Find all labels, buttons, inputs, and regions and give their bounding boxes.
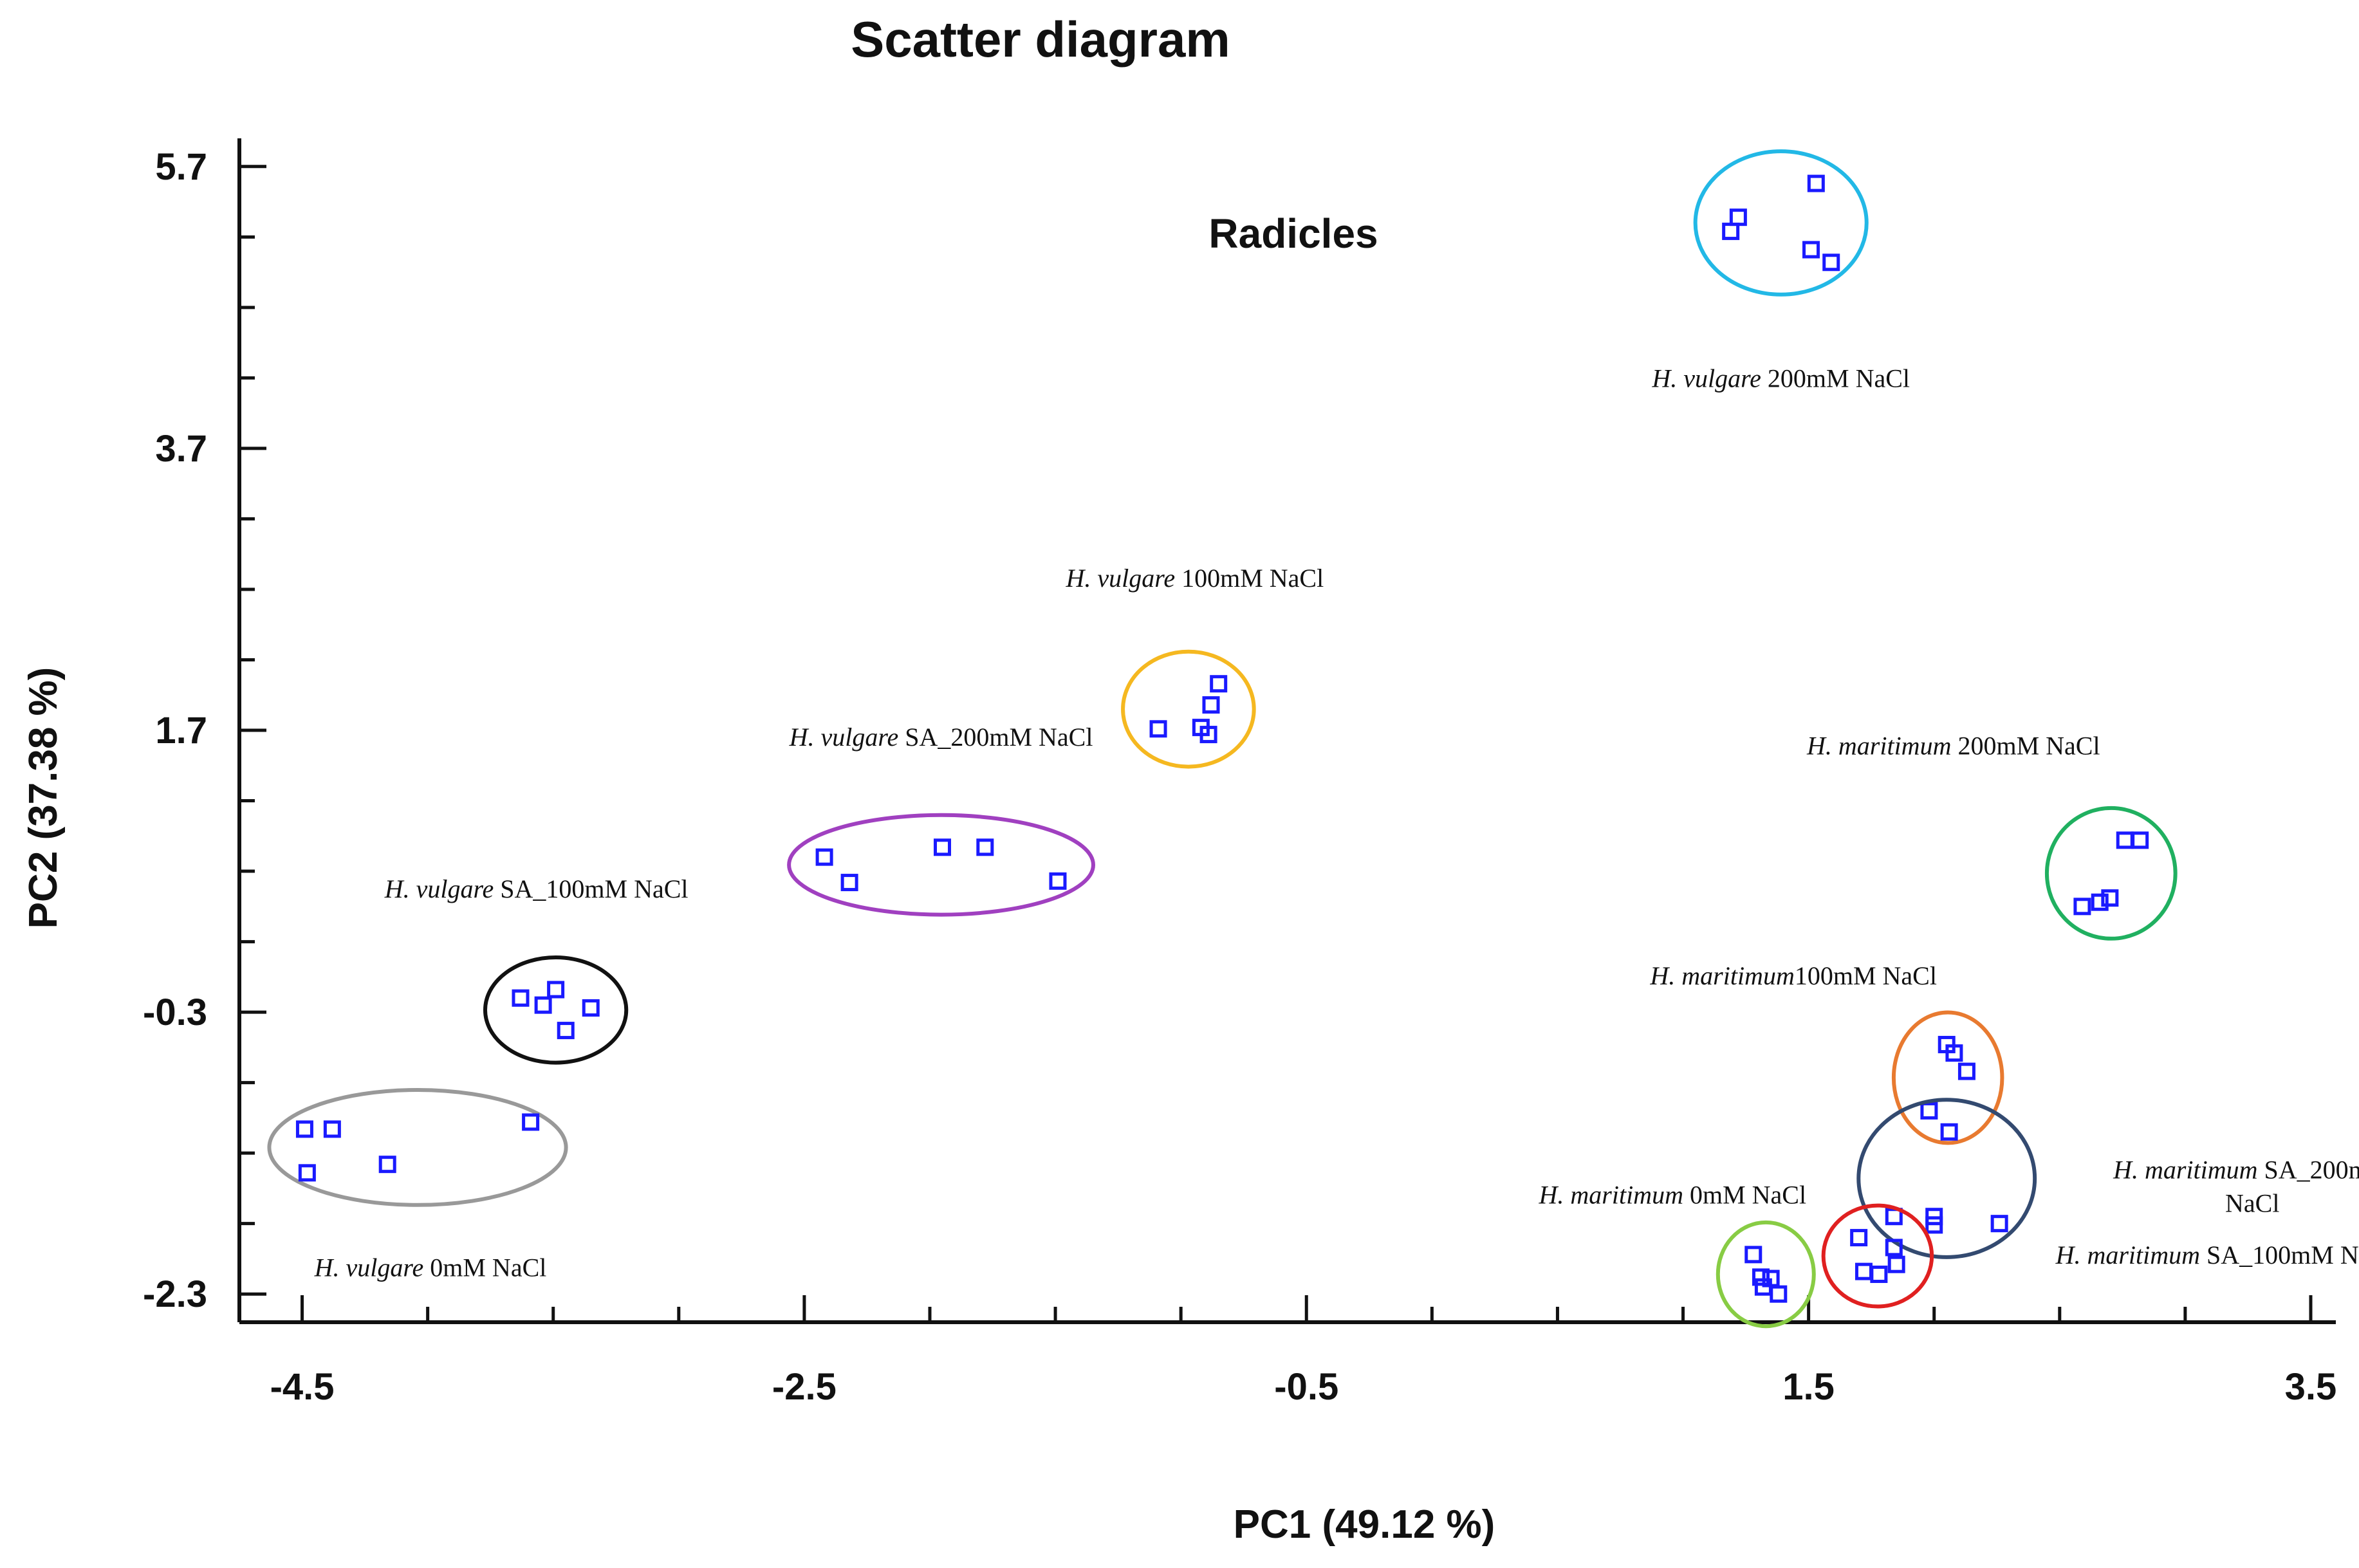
data-point <box>1887 1255 1905 1273</box>
y-tick-label: -2.3 <box>143 1273 207 1315</box>
x-tick-label: -2.5 <box>772 1366 837 1408</box>
group-ellipse <box>1716 1220 1816 1329</box>
group-label: H. vulgare 0mM NaCl <box>314 1253 547 1282</box>
data-point <box>295 1120 313 1138</box>
group-ellipse <box>2044 806 2178 941</box>
data-point <box>1802 241 1820 259</box>
data-point <box>815 848 833 866</box>
data-point <box>2073 898 2091 916</box>
group-label: H. maritimum SA_100mM NaCl <box>2055 1241 2359 1269</box>
group-label: H. vulgare SA_200mM NaCl <box>789 723 1093 752</box>
data-point <box>1940 1123 1958 1141</box>
data-point <box>1990 1215 2008 1233</box>
group-label: H. maritimum 0mM NaCl <box>1539 1181 1807 1210</box>
y-tick-label: 1.7 <box>155 710 207 752</box>
data-point <box>1870 1266 1888 1284</box>
data-point <box>1202 696 1220 714</box>
data-point <box>1744 1246 1762 1264</box>
data-point <box>1729 208 1747 226</box>
data-point <box>976 838 994 856</box>
data-point <box>1722 223 1740 241</box>
data-point <box>1920 1102 1938 1120</box>
data-point <box>512 989 530 1007</box>
data-point <box>557 1022 575 1040</box>
data-point <box>522 1113 540 1131</box>
chart-subtitle: Radicles <box>1208 210 1378 257</box>
group-ellipse <box>267 1087 568 1207</box>
data-point <box>298 1164 316 1182</box>
data-point <box>1957 1062 1975 1080</box>
x-tick-label: 1.5 <box>1782 1366 1835 1408</box>
data-point <box>1807 174 1825 192</box>
group-label: H. vulgare 200mM NaCl <box>1651 364 1910 392</box>
data-point <box>1925 1216 1943 1234</box>
y-tick-label: 3.7 <box>155 428 207 470</box>
data-point <box>2131 831 2149 849</box>
data-point <box>1855 1262 1873 1280</box>
group-ellipse <box>1121 649 1256 769</box>
data-point <box>1210 675 1228 693</box>
data-point <box>934 838 952 856</box>
group-ellipse <box>1693 149 1869 297</box>
group-label: H. maritimum 200mM NaCl <box>1806 731 2100 760</box>
data-point <box>1945 1044 1963 1062</box>
data-point <box>1850 1229 1868 1247</box>
plot-area: 5.7 3.7 1.7 -0.3 -2.3 -4.5 -2.5 -0.5 1.5 3.5 H. vu… <box>143 138 2359 1408</box>
data-point <box>1885 1239 1903 1257</box>
y-tick-label: 5.7 <box>155 146 207 188</box>
group-label: H. vulgare 100mM NaCl <box>1066 564 1324 593</box>
x-tick-label: -4.5 <box>270 1366 335 1408</box>
group-label: H. vulgare SA_100mM NaCl <box>384 874 689 903</box>
data-point <box>1199 726 1217 744</box>
data-point <box>2101 889 2119 907</box>
group-ellipse <box>1821 1203 1934 1309</box>
data-point <box>1049 872 1067 890</box>
data-point <box>840 874 858 892</box>
data-point <box>582 999 600 1017</box>
data-point <box>534 996 552 1014</box>
data-point <box>1822 254 1840 272</box>
x-tick-label: -0.5 <box>1274 1366 1338 1408</box>
chart-title: Scatter diagram <box>851 11 1230 68</box>
x-axis-label: PC1 (49.12 %) <box>1234 1502 1495 1547</box>
data-point <box>1770 1285 1788 1303</box>
data-point <box>2091 893 2109 911</box>
data-point <box>1752 1268 1770 1286</box>
y-axis-label: PC2 (37.38 %) <box>21 667 66 929</box>
data-point <box>1149 720 1167 738</box>
group-ellipse <box>787 813 1095 917</box>
group-label: H. maritimum100mM NaCl <box>1649 961 1937 990</box>
x-tick-label: 3.5 <box>2285 1366 2337 1408</box>
group-ellipse <box>483 955 629 1065</box>
data-point <box>1885 1208 1903 1226</box>
data-point <box>323 1120 341 1138</box>
group-ellipse <box>1891 1010 2004 1145</box>
data-point <box>2116 831 2134 849</box>
data-point <box>378 1156 396 1174</box>
data-point <box>547 981 565 999</box>
y-tick-label: -0.3 <box>143 992 207 1033</box>
group-ellipse <box>1856 1098 2037 1259</box>
